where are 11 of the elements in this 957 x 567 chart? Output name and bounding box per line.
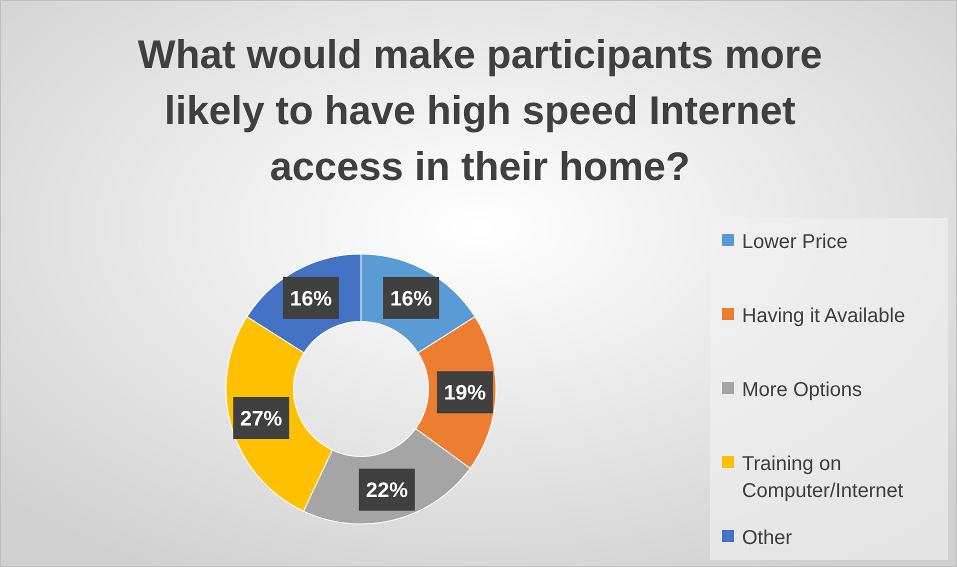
data-label: 16% (390, 287, 432, 310)
legend-label: More Options (742, 379, 862, 401)
legend-label: Training on Computer/Internet (742, 453, 904, 502)
data-label: 19% (444, 382, 486, 405)
chart-title: What would make participants more likely to have high speed Internet access in their home? (138, 33, 822, 189)
legend-label: Having it Available (742, 305, 906, 327)
legend-label: Other (742, 527, 792, 549)
legend-label: Lower Price (742, 231, 848, 253)
data-label: 16% (290, 287, 332, 310)
data-label: 22% (366, 479, 408, 502)
data-label: 27% (240, 407, 283, 430)
